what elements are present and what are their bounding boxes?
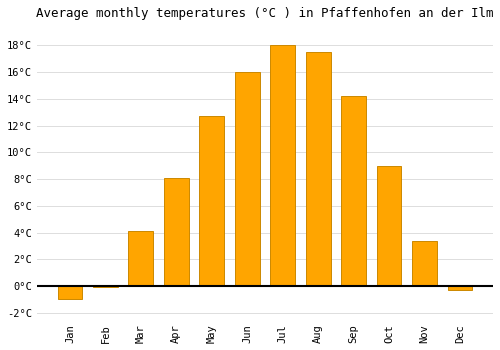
Bar — [412, 240, 437, 286]
Title: Average monthly temperatures (°C ) in Pfaffenhofen an der Ilm: Average monthly temperatures (°C ) in Pf… — [36, 7, 494, 20]
Bar — [128, 231, 154, 286]
Bar — [376, 166, 402, 286]
Bar — [270, 46, 295, 286]
Bar — [341, 96, 366, 286]
Bar — [93, 286, 118, 287]
Bar — [58, 286, 82, 299]
Bar — [306, 52, 330, 286]
Bar — [164, 178, 188, 286]
Bar — [235, 72, 260, 286]
Bar — [448, 286, 472, 290]
Bar — [200, 116, 224, 286]
